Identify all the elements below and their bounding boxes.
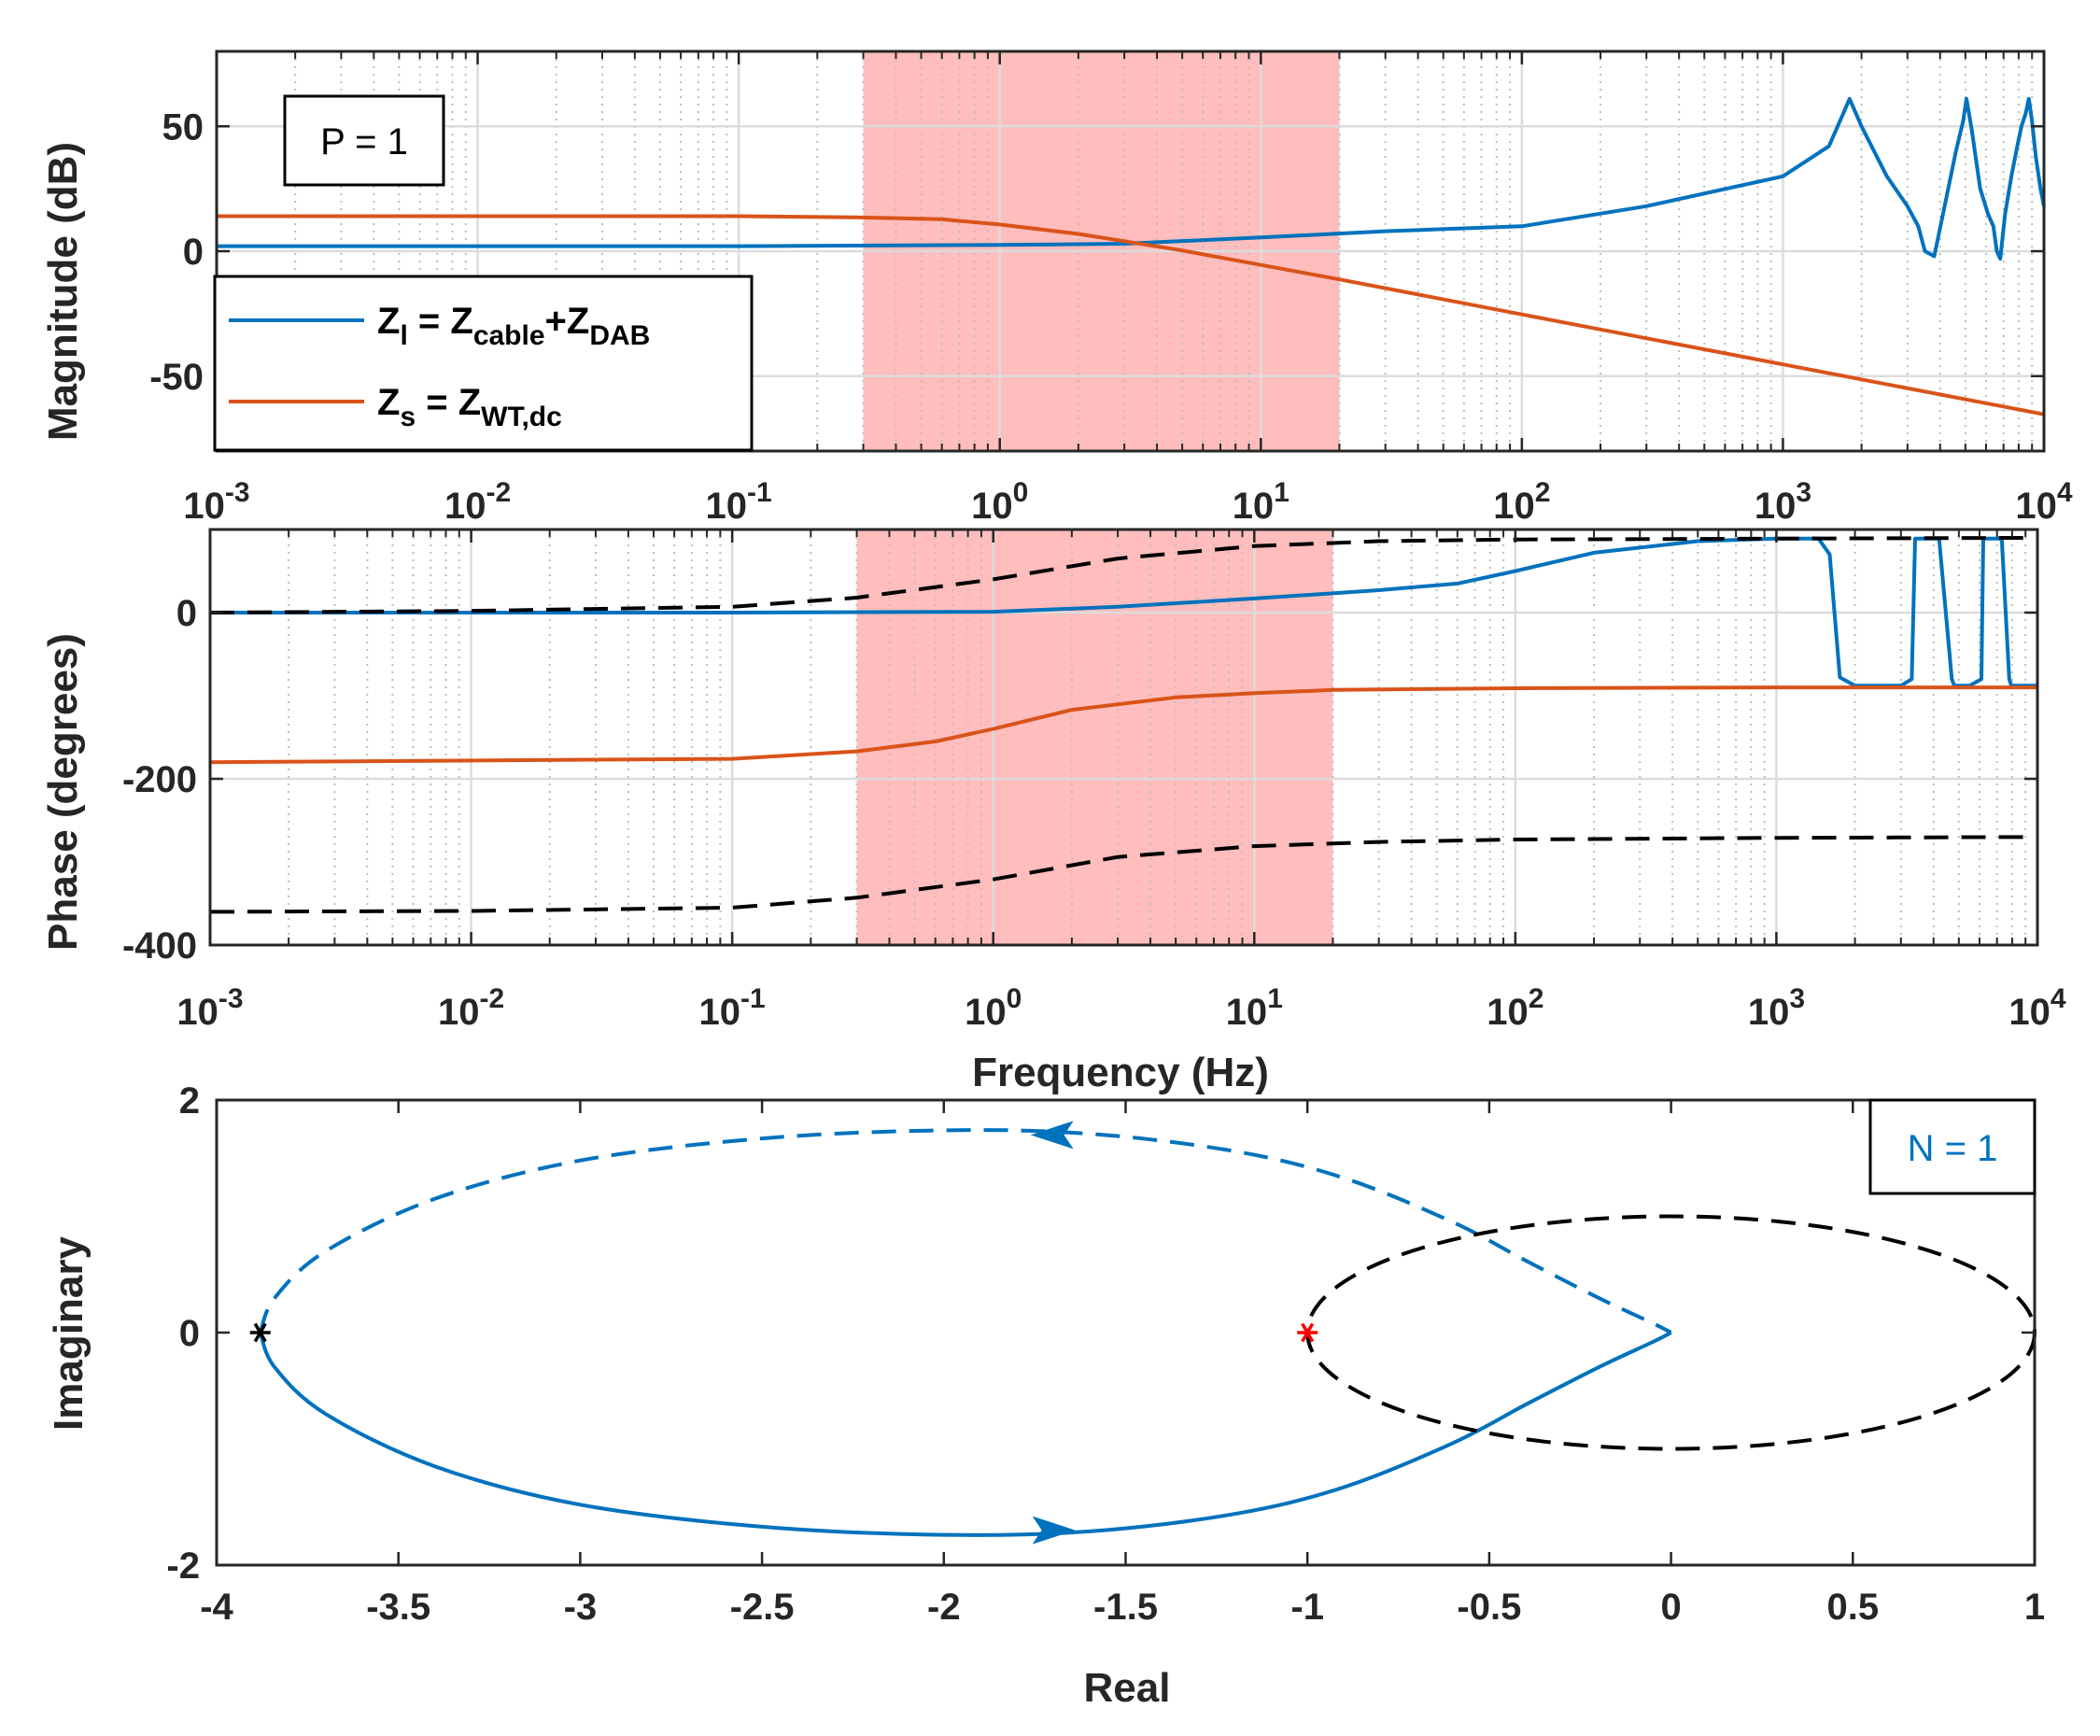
- mag-xtick-label: 10-2: [444, 477, 511, 527]
- nyquist-markers: [249, 1322, 1318, 1343]
- nyquist-plot: 2 0 -2 -4 -3.5 -3 -2.5 -2 -1.5 -1 -0.5 0 0.5 1 Imagi…: [46, 1080, 2045, 1711]
- ph-xtick-label: 10-1: [699, 983, 766, 1033]
- phase-ytick-labels: 0 -200 -400: [122, 593, 197, 967]
- ny-xtick-label: -3.5: [366, 1587, 430, 1628]
- nyquist-ylabel: Imaginary: [46, 1236, 92, 1431]
- annotation-p-box: P = 1: [283, 94, 445, 187]
- mag-xtick-label: 10-3: [183, 477, 249, 527]
- phase-series-group: [209, 535, 2038, 914]
- mag-xtick-label: 102: [1493, 477, 1550, 527]
- ny-xtick-label: -1.5: [1093, 1587, 1158, 1628]
- ny-nyquist-negative-freq: [258, 1128, 1672, 1334]
- nyquist-axes-frame: [215, 1098, 2037, 1567]
- ph-series-upper-bound: [209, 535, 2038, 614]
- ph-ytick-label: -400: [122, 925, 197, 967]
- mag-series-group: [217, 96, 2046, 416]
- mag-xtick-label: 10-1: [706, 477, 772, 527]
- ph-ytick-label: 0: [176, 593, 197, 634]
- mag-xtick-label: 103: [1755, 477, 1811, 527]
- ph-ytick-label: -200: [122, 759, 197, 800]
- ph-band-rect: [856, 529, 1333, 945]
- magnitude-plot: 50 0 -50 10-3 10-2 10-1 100 101 102 103 104 Magni…: [40, 49, 2073, 527]
- ny-xtick-label: -2.5: [730, 1587, 795, 1628]
- ph-xtick-label: 104: [2008, 983, 2066, 1033]
- ny-marker-stroke: [253, 1322, 267, 1343]
- phase-highlight-band: [856, 529, 1333, 945]
- annotation-n-box: N = 1: [1868, 1098, 2037, 1195]
- ny-xtick-label: -2: [927, 1587, 961, 1628]
- legend-entry-zs: Zs = ZWT,dc: [377, 382, 562, 432]
- ph-xtick-label: 10-3: [176, 983, 243, 1033]
- ny-xtick-label: 1: [2024, 1587, 2045, 1628]
- ph-series-lower-bound: [209, 835, 2038, 914]
- mag-ytick-label: 0: [183, 232, 204, 273]
- ny-ytick-label: 0: [179, 1313, 200, 1354]
- ph-xtick-label: 101: [1226, 983, 1283, 1033]
- ph-xtick-label: 10-2: [438, 983, 504, 1033]
- mag-xtick-label: 104: [2015, 477, 2073, 527]
- ph-xtick-label: 102: [1487, 983, 1543, 1033]
- ph-xtick-label: 103: [1748, 983, 1805, 1033]
- nyquist-xlabel: Real: [1084, 1665, 1171, 1711]
- mag-ytick-label: 50: [162, 106, 204, 148]
- ny-marker-critical-point: [1297, 1322, 1318, 1343]
- legend: Zl = Zcable+ZDAB Zs = ZWT,dc: [213, 275, 754, 452]
- phase-axes-frame: [208, 528, 2039, 947]
- mag-ylabel: Magnitude (dB): [40, 142, 86, 441]
- ph-xtick-label: 100: [965, 983, 1022, 1033]
- legend-entry-zl: Zl = Zcable+ZDAB: [377, 301, 650, 351]
- phase-xtick-labels: 10-3 10-2 10-1 100 101 102 103 104: [176, 983, 2066, 1033]
- ny-xtick-label: 0: [1660, 1587, 1681, 1628]
- nyquist-ytick-labels: 2 0 -2: [166, 1080, 200, 1587]
- annotation-n-text: N = 1: [1908, 1128, 1998, 1169]
- phase-ylabel: Phase (degrees): [40, 633, 86, 951]
- ny-direction-arrow-1: [1030, 1121, 1074, 1150]
- ny-marker-intercept: [249, 1322, 271, 1343]
- ny-ytick-label: -2: [166, 1545, 200, 1587]
- mag-ytick-label: -50: [149, 357, 204, 398]
- ny-xtick-label: -3: [564, 1587, 598, 1628]
- ny-xtick-label: -1: [1290, 1587, 1324, 1628]
- mag-series-z-s: [217, 214, 2045, 416]
- nyquist-ticks: [215, 1098, 2037, 1567]
- mag-series-z-l: [217, 96, 2046, 261]
- ph-series-z-s: [209, 685, 2037, 765]
- phase-plot: 0 -200 -400 10-3 10-2 10-1 100 101 102 103 104 Ph…: [40, 528, 2066, 1095]
- ny-xtick-label: 0.5: [1826, 1587, 1879, 1628]
- phase-ticks: [208, 529, 2039, 947]
- mag-xtick-label: 101: [1233, 477, 1290, 527]
- mag-xtick-label: 100: [971, 477, 1028, 527]
- ny-xtick-label: -4: [200, 1587, 233, 1628]
- annotation-p-text: P = 1: [320, 121, 408, 162]
- nyquist-xtick-labels: -4 -3.5 -3 -2.5 -2 -1.5 -1 -0.5 0 0.5 1: [200, 1587, 2045, 1628]
- mag-ticks: [215, 51, 2046, 451]
- phase-xlabel: Frequency (Hz): [972, 1050, 1269, 1095]
- ny-marker-stroke: [1301, 1322, 1315, 1343]
- ny-direction-arrow-2: [1032, 1516, 1076, 1545]
- nyquist-series-group: [258, 1121, 2037, 1545]
- mag-xtick-labels: 10-3 10-2 10-1 100 101 102 103 104: [183, 477, 2073, 527]
- mag-ytick-labels: 50 0 -50: [149, 106, 204, 398]
- ny-ytick-label: 2: [179, 1080, 200, 1122]
- ny-xtick-label: -0.5: [1457, 1587, 1521, 1628]
- ny-nyquist-positive-freq: [258, 1331, 1672, 1537]
